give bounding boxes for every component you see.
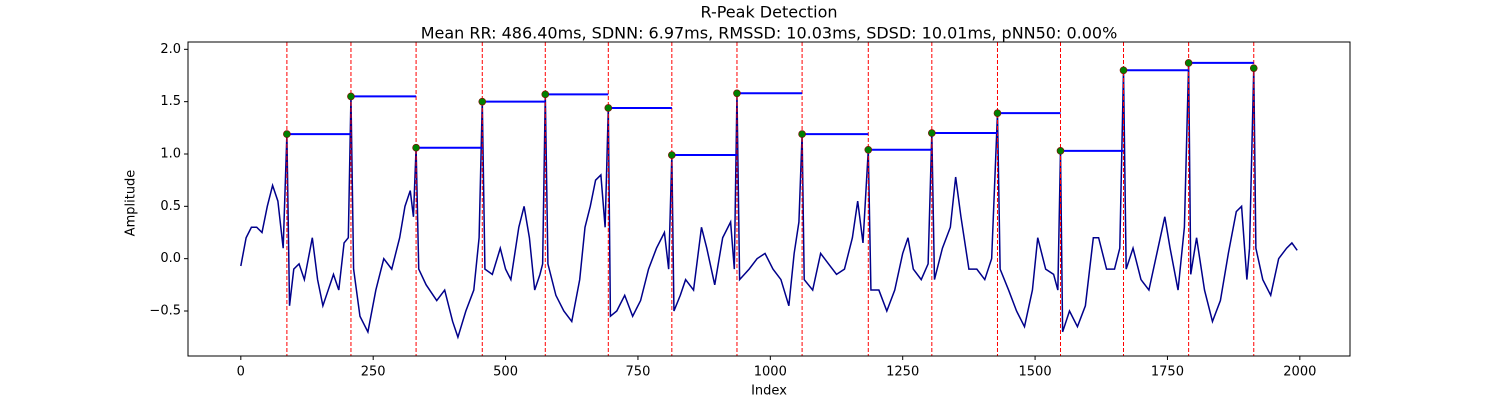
peak-point (1184, 59, 1193, 67)
x-tick-label: 1250 (886, 365, 919, 380)
y-tick-label: 0.5 (160, 199, 181, 214)
y-tick-label: 2.0 (160, 42, 181, 57)
peak-point (733, 89, 741, 98)
y-tick-label: 1.0 (160, 146, 181, 161)
peak-point (283, 130, 291, 138)
chart-subtitle: Mean RR: 486.40ms, SDNN: 6.97ms, RMSSD: … (421, 24, 1118, 43)
peak-point (1056, 147, 1065, 155)
peak-point (668, 151, 676, 159)
chart-title: R-Peak Detection (700, 3, 837, 22)
x-tick-label: 500 (493, 365, 518, 380)
peak-point (412, 143, 420, 152)
peak-point (993, 109, 1002, 117)
peak-point (798, 130, 806, 138)
peak-point (864, 146, 873, 154)
x-tick-label: 1750 (1151, 365, 1184, 380)
x-tick-label: 2000 (1283, 365, 1316, 380)
y-tick-label: −0.5 (149, 303, 181, 318)
x-tick-label: 1000 (754, 365, 787, 380)
x-tick-label: 1500 (1019, 365, 1052, 380)
peak-point (1119, 66, 1128, 75)
x-tick-label: 750 (626, 365, 651, 380)
y-axis-label: Amplitude (124, 170, 139, 237)
peak-point (347, 92, 355, 101)
y-tick-label: 0.0 (160, 251, 181, 266)
x-axis-label: Index (751, 384, 787, 399)
plot-frame (187, 41, 1351, 357)
peak-point (478, 97, 487, 106)
peak-point (541, 90, 550, 99)
peak-point (1249, 64, 1258, 72)
y-tick-label: 1.5 (160, 94, 181, 109)
peak-point (604, 104, 613, 112)
peak-point (928, 129, 936, 137)
x-tick-label: 0 (237, 365, 245, 380)
x-tick-label: 250 (361, 365, 386, 380)
signal-line (240, 62, 1298, 340)
